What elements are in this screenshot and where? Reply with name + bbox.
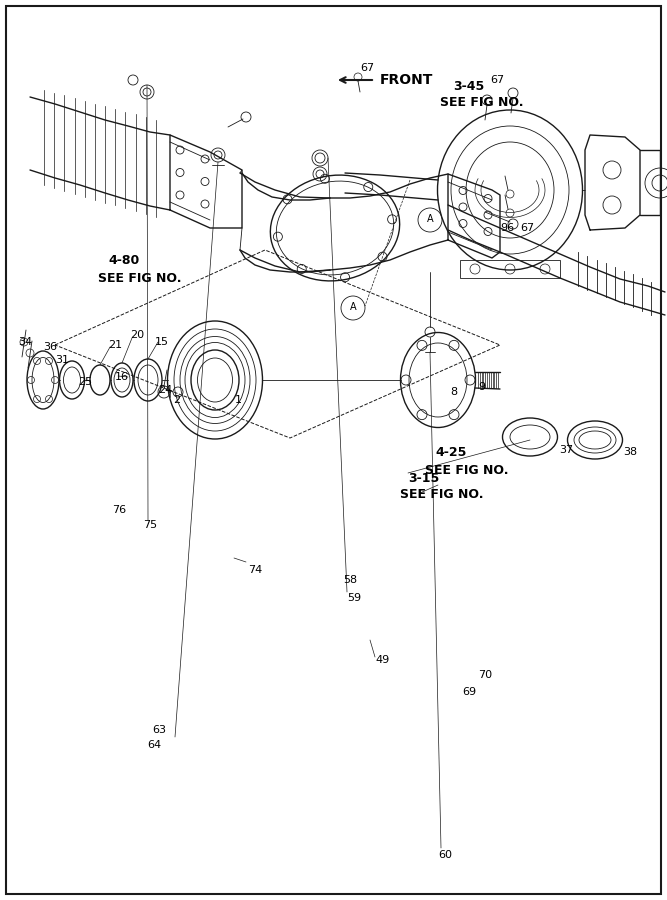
- Text: SEE FIG NO.: SEE FIG NO.: [440, 96, 524, 110]
- Text: 67: 67: [490, 75, 504, 85]
- Text: 20: 20: [130, 330, 144, 340]
- Text: SEE FIG NO.: SEE FIG NO.: [98, 272, 181, 284]
- Text: 15: 15: [155, 337, 169, 347]
- Text: 75: 75: [143, 520, 157, 530]
- Text: SEE FIG NO.: SEE FIG NO.: [425, 464, 508, 476]
- Text: 63: 63: [152, 725, 166, 735]
- Bar: [460, 260, 560, 278]
- Text: 37: 37: [559, 445, 573, 455]
- Text: 4-80: 4-80: [108, 255, 139, 267]
- Text: 21: 21: [108, 340, 122, 350]
- Text: 64: 64: [147, 740, 161, 750]
- Text: 34: 34: [18, 337, 32, 347]
- Text: 49: 49: [375, 655, 390, 665]
- Text: 58: 58: [343, 575, 357, 585]
- Text: 3-45: 3-45: [453, 79, 484, 93]
- Text: 1: 1: [235, 395, 242, 405]
- Text: 31: 31: [55, 355, 69, 365]
- Text: FRONT: FRONT: [380, 73, 434, 87]
- Text: 9: 9: [478, 382, 485, 392]
- Text: SEE FIG NO.: SEE FIG NO.: [400, 489, 484, 501]
- Text: 74: 74: [248, 565, 262, 575]
- Text: 76: 76: [112, 505, 126, 515]
- Text: 3-15: 3-15: [408, 472, 440, 484]
- Text: 25: 25: [78, 377, 92, 387]
- Text: A: A: [350, 302, 356, 312]
- Text: 96: 96: [500, 223, 514, 233]
- Text: 8: 8: [450, 387, 457, 397]
- Text: 38: 38: [623, 447, 637, 457]
- Text: 69: 69: [462, 687, 476, 697]
- Text: 70: 70: [478, 670, 492, 680]
- Text: 59: 59: [347, 593, 361, 603]
- Text: 67: 67: [360, 63, 374, 73]
- Text: 67: 67: [520, 223, 534, 233]
- Text: 2: 2: [173, 395, 180, 405]
- Text: A: A: [427, 214, 434, 224]
- Text: 36: 36: [43, 342, 57, 352]
- Text: 60: 60: [438, 850, 452, 860]
- Text: 24: 24: [158, 385, 172, 395]
- Text: 16: 16: [115, 372, 129, 382]
- Text: 4-25: 4-25: [435, 446, 466, 460]
